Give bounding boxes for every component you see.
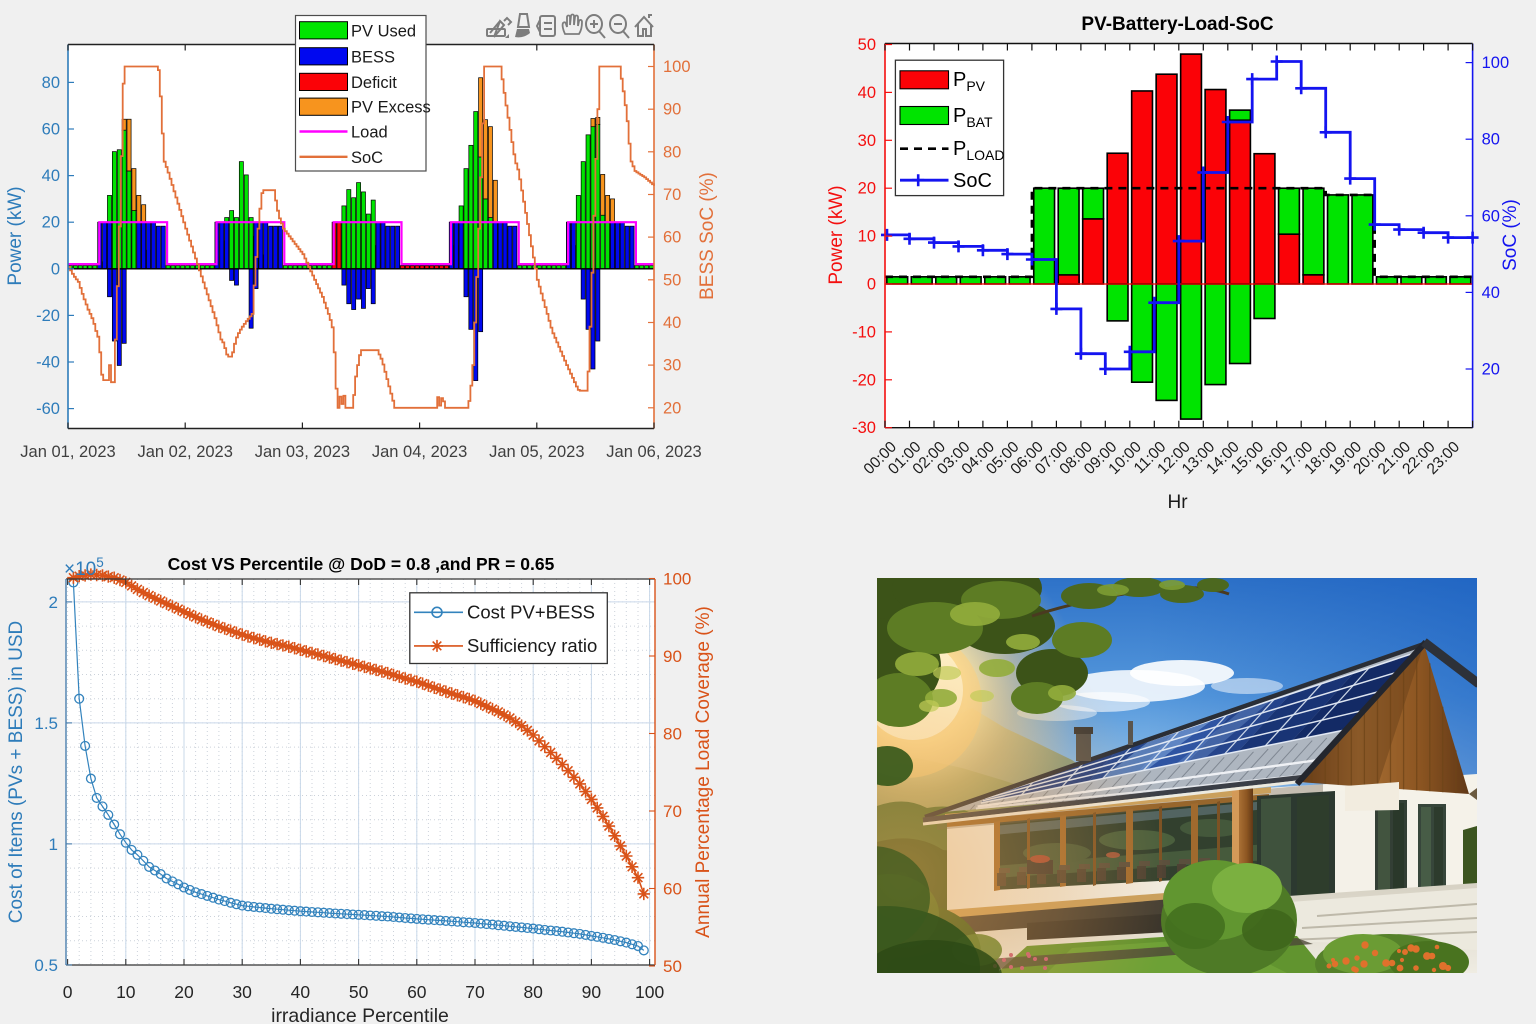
svg-text:Jan 04, 2023: Jan 04, 2023 [372, 443, 467, 461]
svg-text:SoC: SoC [953, 170, 992, 192]
svg-text:0: 0 [867, 276, 876, 294]
svg-text:-20: -20 [852, 371, 876, 389]
svg-text:100: 100 [663, 570, 691, 589]
svg-text:80: 80 [523, 982, 543, 1002]
svg-text:70: 70 [663, 186, 681, 204]
svg-text:30: 30 [663, 357, 681, 375]
svg-text:20: 20 [42, 214, 60, 232]
svg-text:90: 90 [663, 647, 682, 666]
svg-text:60: 60 [42, 121, 60, 139]
svg-text:20: 20 [174, 982, 194, 1002]
svg-text:0: 0 [63, 982, 73, 1002]
svg-text:PBAT: PBAT [953, 105, 993, 130]
svg-text:90: 90 [582, 982, 602, 1002]
svg-text:40: 40 [858, 84, 876, 102]
svg-text:40: 40 [1482, 284, 1500, 302]
svg-text:-10: -10 [852, 323, 876, 341]
svg-text:-60: -60 [36, 400, 60, 418]
svg-text:Power (kW): Power (kW) [826, 185, 847, 284]
svg-text:Cost PV+BESS: Cost PV+BESS [467, 602, 595, 623]
svg-text:BESS: BESS [351, 48, 395, 66]
svg-text:-30: -30 [852, 419, 876, 437]
svg-text:SoC: SoC [351, 149, 383, 167]
svg-text:PV Used: PV Used [351, 22, 416, 40]
svg-text:60: 60 [663, 880, 682, 899]
svg-text:100: 100 [635, 982, 664, 1002]
svg-text:70: 70 [465, 982, 485, 1002]
svg-text:0: 0 [51, 260, 60, 278]
svg-text:Load: Load [351, 124, 388, 142]
svg-text:1.5: 1.5 [34, 714, 58, 733]
svg-text:80: 80 [42, 74, 60, 92]
svg-text:-40: -40 [36, 354, 60, 372]
svg-text:60: 60 [407, 982, 427, 1002]
svg-text:100: 100 [663, 58, 691, 76]
svg-text:irradiance Percentile: irradiance Percentile [271, 1005, 449, 1024]
svg-text:100: 100 [1482, 54, 1510, 72]
svg-text:50: 50 [858, 36, 876, 54]
svg-text:Hr: Hr [1167, 492, 1188, 513]
svg-text:Deficit: Deficit [351, 74, 397, 92]
svg-text:Jan 03, 2023: Jan 03, 2023 [255, 443, 350, 461]
svg-text:Jan 05, 2023: Jan 05, 2023 [489, 443, 584, 461]
svg-text:Annual Percentage Load Coverag: Annual Percentage Load Coverage (%) [693, 606, 714, 938]
svg-text:2: 2 [49, 593, 58, 612]
svg-text:Jan 02, 2023: Jan 02, 2023 [137, 443, 232, 461]
svg-text:50: 50 [663, 271, 681, 289]
svg-text:20: 20 [663, 399, 681, 417]
svg-text:80: 80 [663, 725, 682, 744]
svg-text:50: 50 [663, 957, 682, 976]
svg-text:40: 40 [663, 314, 681, 332]
svg-text:10: 10 [858, 228, 876, 246]
svg-text:Jan 01, 2023: Jan 01, 2023 [20, 443, 115, 461]
svg-text:30: 30 [232, 982, 252, 1002]
svg-text:40: 40 [42, 167, 60, 185]
svg-text:BESS SoC (%): BESS SoC (%) [697, 172, 718, 300]
svg-text:30: 30 [858, 132, 876, 150]
svg-text:80: 80 [1482, 131, 1500, 149]
svg-text:-20: -20 [36, 307, 60, 325]
svg-text:80: 80 [663, 143, 681, 161]
svg-text:PPV: PPV [953, 69, 986, 94]
svg-text:SoC (%): SoC (%) [1500, 199, 1521, 271]
svg-text:Jan 06, 2023: Jan 06, 2023 [606, 443, 701, 461]
svg-text:10: 10 [116, 982, 136, 1002]
svg-text:60: 60 [1482, 207, 1500, 225]
svg-text:70: 70 [663, 802, 682, 821]
svg-text:90: 90 [663, 101, 681, 119]
svg-text:Power (kW): Power (kW) [5, 186, 26, 285]
svg-text:PV-Battery-Load-SoC: PV-Battery-Load-SoC [1081, 14, 1273, 35]
svg-text:20: 20 [858, 180, 876, 198]
svg-text:Sufficiency ratio: Sufficiency ratio [467, 635, 597, 656]
svg-text:0.5: 0.5 [34, 956, 58, 975]
svg-text:Cost of Items (PVs + BESS) in: Cost of Items (PVs + BESS) in USD [6, 621, 27, 924]
svg-text:60: 60 [663, 229, 681, 247]
svg-text:PV Excess: PV Excess [351, 99, 431, 117]
svg-text:Cost VS Percentile @ DoD = 0.8: Cost VS Percentile @ DoD = 0.8 ,and PR =… [168, 554, 555, 574]
svg-text:20: 20 [1482, 361, 1500, 379]
svg-text:50: 50 [349, 982, 369, 1002]
svg-text:40: 40 [291, 982, 311, 1002]
svg-text:1: 1 [49, 835, 58, 854]
